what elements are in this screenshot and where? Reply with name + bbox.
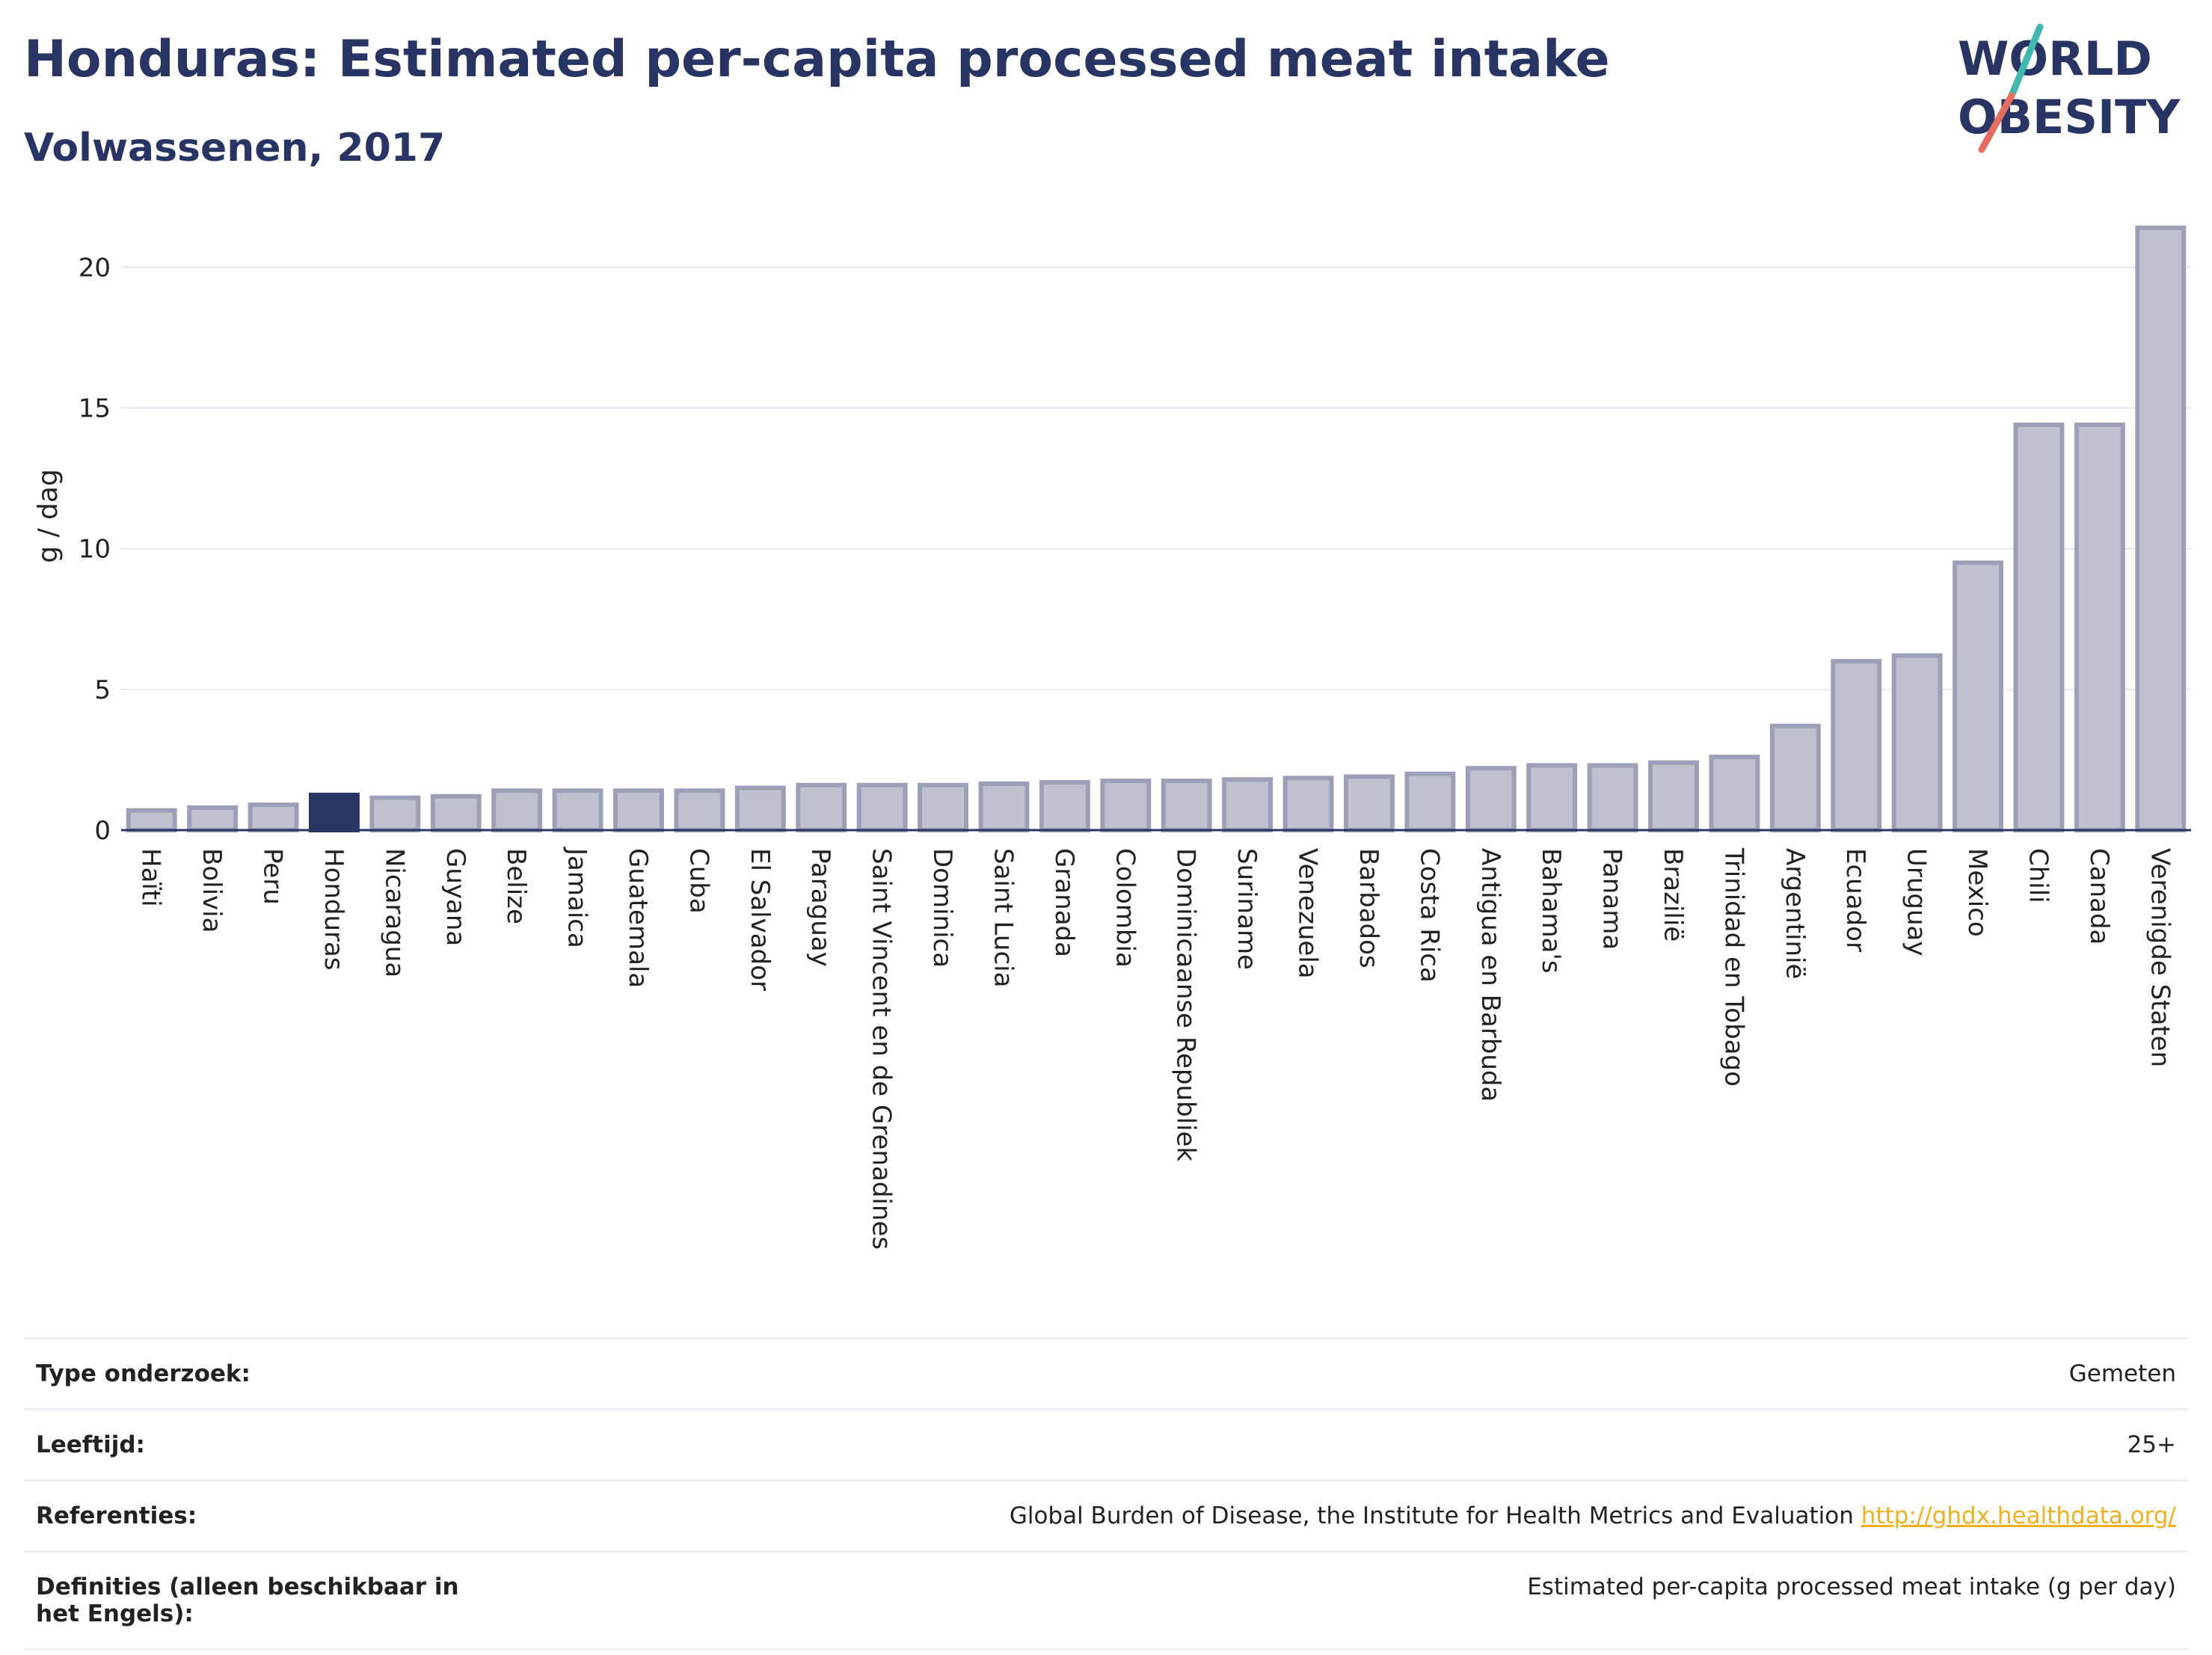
x-tick-label: Suriname <box>1232 848 1262 970</box>
x-tick-label: Bahama's <box>1536 848 1566 974</box>
bar <box>2135 225 2187 832</box>
y-tick-label: 15 <box>79 393 111 423</box>
x-axis-labels: Haïti Bolivia Peru Honduras Nicaragua Guyana B… <box>136 847 2175 1250</box>
bar <box>856 782 908 833</box>
info-table: Type onderzoek: Gemeten Leeftijd: 25+ Re… <box>24 1337 2188 1651</box>
bar <box>430 793 482 832</box>
x-tick-label: Trinidad en Tobago <box>1718 847 1748 1087</box>
bar <box>918 782 968 833</box>
x-tick-label: Haïti <box>136 848 166 907</box>
info-row-definitions: Definities (alleen beschikbaar in het En… <box>24 1551 2188 1650</box>
bar <box>796 782 847 833</box>
x-tick-label: Brazilië <box>1658 848 1688 942</box>
bar <box>734 785 786 832</box>
y-tick-label: 10 <box>79 535 111 565</box>
bar <box>1404 771 1456 833</box>
x-tick-label: Mexico <box>1962 848 1992 937</box>
bar-chart: 0 5 10 15 20 g / dag Haïti Bolivia Peru Hondura… <box>33 225 2191 1250</box>
bar <box>1587 763 1638 832</box>
chart-subtitle: Volwassenen, 2017 <box>24 126 446 171</box>
bar <box>1344 774 1395 833</box>
info-label: Definities (alleen beschikbaar in het En… <box>36 1573 459 1627</box>
info-value: Gemeten <box>2068 1360 2176 1387</box>
bar <box>369 795 421 832</box>
bar <box>1161 779 1212 832</box>
info-value: Estimated per-capita processed meat inta… <box>1527 1573 2176 1600</box>
bars <box>126 225 2187 833</box>
bar <box>491 788 543 832</box>
bar <box>1831 659 1882 832</box>
bar <box>187 805 239 832</box>
x-tick-label: Verenigde Staten <box>2145 848 2175 1067</box>
x-tick-label: Dominica <box>927 848 957 968</box>
bar <box>1222 777 1274 832</box>
info-label: Type onderzoek: <box>36 1360 251 1387</box>
bar <box>978 781 1030 833</box>
info-row-references: Referenties: Global Burden of Disease, t… <box>24 1480 2188 1552</box>
x-tick-label: Cuba <box>683 848 713 914</box>
x-tick-label: Bolivia <box>197 848 227 933</box>
y-tick-label: 5 <box>94 675 111 705</box>
x-tick-label: Honduras <box>319 848 348 971</box>
x-tick-label: Belize <box>501 848 531 924</box>
bar <box>248 802 299 833</box>
world-obesity-logo: WORLD OBESITY <box>1958 23 2181 153</box>
x-tick-label: Guatemala <box>623 848 653 988</box>
bar <box>2074 423 2125 832</box>
info-label: Referenties: <box>36 1502 197 1529</box>
reference-link[interactable]: http://ghdx.healthdata.org/ <box>1861 1502 2176 1529</box>
bar <box>1769 723 1821 833</box>
x-tick-label: Ecuador <box>1840 848 1870 952</box>
bar <box>1709 755 1760 832</box>
info-value: Global Burden of Disease, the Institute … <box>1009 1502 1861 1529</box>
x-tick-label: Saint Lucia <box>988 848 1018 987</box>
y-tick-label: 0 <box>94 816 111 846</box>
bar <box>1282 776 1334 832</box>
bar <box>674 788 725 832</box>
y-axis-label: g / dag <box>33 469 64 563</box>
x-tick-label: Paraguay <box>805 848 835 967</box>
x-tick-label: Costa Rica <box>1414 848 1444 983</box>
x-tick-label: Argentinië <box>1780 848 1810 979</box>
x-tick-label: Antigua en Barbuda <box>1475 848 1505 1102</box>
x-tick-label: Panama <box>1597 848 1627 950</box>
bar <box>1953 560 2003 832</box>
info-row-age: Leeftijd: 25+ <box>24 1409 2188 1481</box>
x-tick-label: Saint Vincent en de Grenadines <box>867 848 897 1250</box>
bar <box>1465 766 1517 832</box>
y-tick-label: 20 <box>79 253 111 283</box>
x-tick-label: Jamaica <box>562 847 592 948</box>
bar <box>309 792 360 833</box>
bar <box>2013 423 2065 832</box>
info-label: Leeftijd: <box>36 1431 145 1458</box>
bar <box>1891 653 1943 832</box>
x-tick-label: Guyana <box>440 848 470 946</box>
x-tick-label: Dominicaanse Republiek <box>1171 848 1201 1161</box>
chart-title: Honduras: Estimated per-capita processed… <box>24 30 1610 89</box>
svg-text:OBESITY: OBESITY <box>1958 90 2181 144</box>
y-axis-ticks: 0 5 10 15 20 <box>79 253 111 846</box>
x-tick-label: Chili <box>2023 848 2053 903</box>
x-tick-label: Colombia <box>1110 848 1140 968</box>
x-tick-label: Canada <box>2084 848 2114 945</box>
x-tick-label: Granada <box>1049 848 1079 957</box>
bar <box>1648 760 1699 832</box>
x-tick-label: Barbados <box>1354 848 1383 968</box>
x-tick-label: El Salvador <box>745 848 775 991</box>
x-tick-label: Nicaragua <box>379 848 409 977</box>
svg-text:WORLD: WORLD <box>1958 31 2152 86</box>
info-row-study-type: Type onderzoek: Gemeten <box>24 1338 2188 1410</box>
bar <box>1039 780 1090 833</box>
gridlines <box>121 266 2191 690</box>
bar <box>613 788 664 832</box>
bar <box>126 808 177 832</box>
bar <box>1526 763 1578 832</box>
bar <box>1100 779 1152 832</box>
bar <box>552 788 603 832</box>
x-tick-label: Peru <box>258 848 288 905</box>
x-tick-label: Venezuela <box>1293 848 1323 979</box>
info-value: 25+ <box>2127 1431 2176 1458</box>
x-tick-label: Uruguay <box>1902 848 1932 957</box>
